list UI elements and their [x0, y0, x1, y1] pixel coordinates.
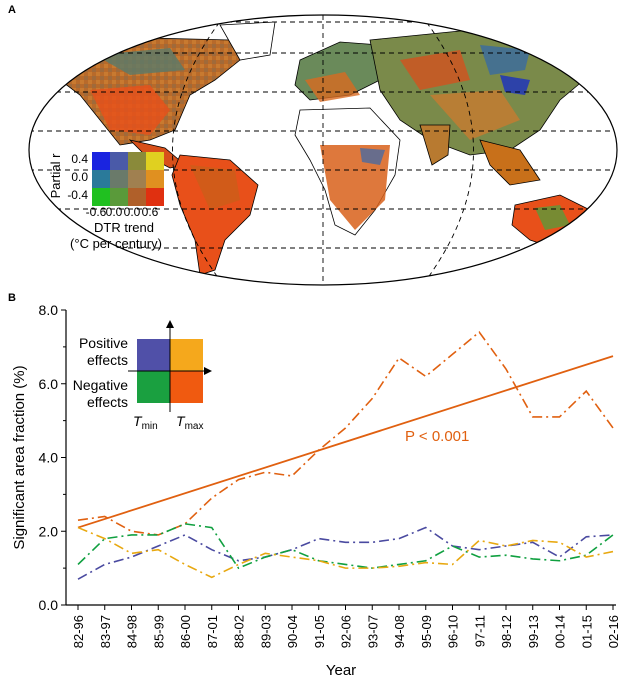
legend-positive-label: Positive effects — [79, 335, 128, 368]
series-line — [77, 526, 614, 580]
x-tick-label: 86-00 — [178, 615, 193, 648]
legend-tmin-label: Tmin — [133, 413, 158, 432]
series-line — [77, 523, 614, 570]
bivariate-legend: Partial r 0.4 0.0 -0.4 -0.6 0.0 0.0 0.6 … — [48, 152, 164, 251]
line-chart: 0.0 2.0 4.0 6.0 8.0 82-96 83-97 84-98 85-99 86-00… — [11, 302, 621, 679]
map-graticule — [29, 15, 617, 285]
legend-cell — [128, 188, 146, 206]
legend-y-tick: 0.4 — [71, 152, 88, 166]
legend-cell — [146, 188, 164, 206]
x-tick-label: 96-10 — [446, 615, 461, 648]
y-tick-label: 0.0 — [39, 597, 59, 613]
legend-y-tick: -0.4 — [67, 188, 88, 202]
legend-x-title-units: (°C per century) — [70, 236, 162, 251]
x-tick-label: 91-05 — [312, 615, 327, 648]
legend-cell — [128, 170, 146, 188]
arrow-up-icon — [166, 320, 174, 328]
legend-x-tick: 0.6 — [142, 205, 159, 219]
legend-x-tick: -0.6 — [86, 205, 107, 219]
x-tick-label: 01-15 — [579, 615, 594, 648]
x-tick-label: 00-14 — [553, 615, 568, 648]
legend-y-tick: 0.0 — [71, 170, 88, 184]
legend-negative-label: Negative effects — [73, 377, 128, 410]
x-tick-label: 92-06 — [339, 615, 354, 648]
x-tick-label: 02-16 — [606, 615, 621, 648]
x-tick-label: 95-09 — [419, 615, 434, 648]
legend-cell — [92, 170, 110, 188]
y-tick-label: 4.0 — [39, 450, 59, 466]
legend-tmax-label: Tmax — [176, 413, 203, 432]
quad-pos-tmin — [137, 339, 170, 371]
x-tick-label: 89-03 — [258, 615, 273, 648]
legend-x-title: DTR trend — [94, 220, 154, 235]
arrow-right-icon — [204, 367, 212, 375]
x-tick-label: 97-11 — [472, 615, 487, 647]
legend-cell — [92, 152, 110, 170]
quad-pos-tmax — [170, 339, 203, 371]
x-tick-label: 82-96 — [71, 615, 86, 648]
x-tick-label: 99-13 — [526, 615, 541, 648]
quad-neg-tmin — [137, 371, 170, 403]
quadrant-legend: Positive effects Negative effects Tmin Tma… — [73, 320, 212, 432]
x-tick-label: 93-07 — [365, 615, 380, 648]
x-tick-label: 83-97 — [98, 615, 113, 648]
x-tick-label: 87-01 — [205, 615, 220, 648]
legend-cell — [146, 170, 164, 188]
legend-cell — [110, 188, 128, 206]
trend-line — [77, 355, 614, 529]
x-tick-label: 88-02 — [232, 615, 247, 648]
x-tick-label: 84-98 — [125, 615, 140, 648]
x-tick-label: 85-99 — [151, 615, 166, 648]
x-tick-label: 90-04 — [285, 615, 300, 648]
legend-x-tick: 0.0 — [124, 205, 141, 219]
panel-a-label: A — [8, 4, 16, 16]
y-tick-label: 2.0 — [39, 523, 59, 539]
y-tick-label: 6.0 — [39, 376, 59, 392]
legend-x-tick: 0.0 — [106, 205, 123, 219]
x-tick-label: 94-08 — [392, 615, 407, 648]
x-tick-label: 98-12 — [499, 615, 514, 648]
legend-y-title: Partial r — [48, 153, 63, 198]
world-map-panel: Partial r 0.4 0.0 -0.4 -0.6 0.0 0.0 0.6 … — [28, 14, 618, 286]
series-line — [77, 526, 614, 579]
panel-b-label: B — [8, 292, 16, 304]
x-axis-title: Year — [326, 662, 356, 679]
legend-cell — [128, 152, 146, 170]
legend-cell — [92, 188, 110, 206]
greenland — [219, 21, 276, 61]
legend-cell — [146, 152, 164, 170]
p-value-annotation: P < 0.001 — [405, 428, 469, 445]
quad-neg-tmax — [170, 371, 203, 403]
y-tick-label: 8.0 — [39, 302, 59, 318]
legend-cell — [110, 152, 128, 170]
legend-cell — [110, 170, 128, 188]
y-axis-title: Significant area fraction (%) — [11, 365, 28, 549]
